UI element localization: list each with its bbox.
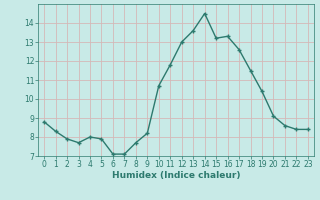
X-axis label: Humidex (Indice chaleur): Humidex (Indice chaleur) [112, 171, 240, 180]
